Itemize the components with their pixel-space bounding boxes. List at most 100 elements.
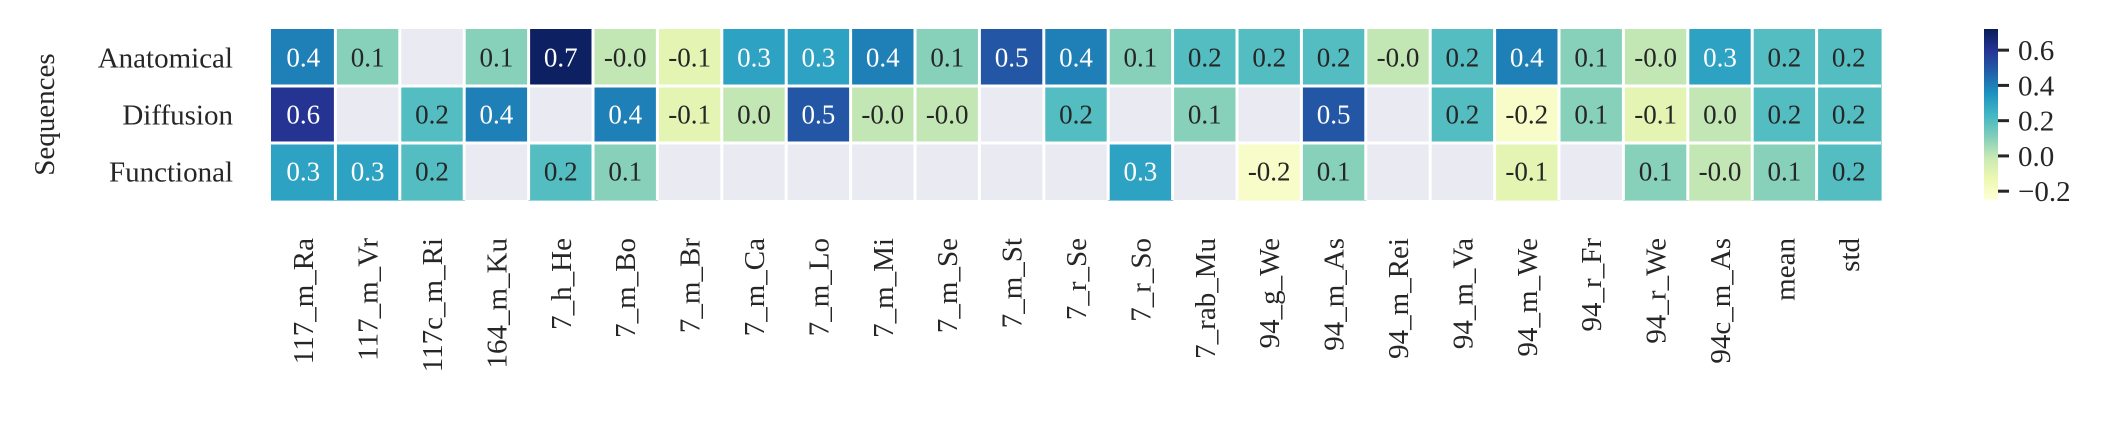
cell-label: 0.1	[1639, 157, 1673, 187]
column-label: mean	[1769, 238, 1801, 301]
heatmap-cell	[1301, 29, 1367, 87]
cell-label: 0.3	[1703, 43, 1737, 73]
heatmap-cell	[593, 29, 658, 87]
heatmap-cell	[1687, 86, 1753, 144]
heatmap-cell	[1172, 86, 1238, 144]
heatmap-cell	[464, 29, 530, 87]
column-label: 117c_m_Ri	[417, 238, 449, 372]
column-label: 7_m_Ca	[739, 238, 771, 336]
cell-label: 0.1	[1317, 157, 1351, 187]
column-label: 164_m_Ku	[481, 238, 513, 369]
heatmap-cell	[593, 143, 658, 201]
column-label: 7_r_So	[1125, 238, 1157, 322]
cell-label: 0.6	[286, 100, 320, 130]
cell-label: 0.5	[1317, 100, 1351, 130]
cell-label: 0.1	[1188, 100, 1222, 130]
column-label: 94_m_Rei	[1383, 238, 1415, 359]
row-label: Diffusion	[122, 100, 233, 132]
cell-label: 0.2	[1832, 157, 1866, 187]
heatmap-cell	[721, 29, 787, 87]
cell-label: 0.3	[286, 157, 320, 187]
cell-label: -0.1	[668, 100, 711, 130]
column-label: 117_m_Vr	[353, 238, 385, 361]
column-label: 94_r_We	[1641, 238, 1673, 344]
heatmap-cell	[979, 29, 1045, 87]
heatmap-cell	[786, 29, 852, 87]
heatmap-cell	[399, 86, 465, 144]
cell-label: 0.2	[1252, 43, 1286, 73]
heatmap-cell	[528, 29, 594, 87]
column-label: 7_m_Br	[675, 238, 707, 333]
heatmap-cell	[657, 86, 723, 144]
cell-label: 0.1	[351, 43, 385, 73]
cell-label: -0.0	[926, 100, 969, 130]
cell-label: 0.2	[1188, 43, 1222, 73]
cell-label: 0.4	[286, 43, 320, 73]
heatmap-cells	[271, 29, 1882, 201]
heatmap-cell	[1494, 29, 1560, 87]
column-label: 7_r_Se	[1061, 238, 1093, 320]
cell-label: 0.2	[544, 157, 578, 187]
cell-label: 0.1	[608, 157, 642, 187]
cell-label: 0.5	[995, 43, 1029, 73]
cell-label: 0.1	[1574, 43, 1608, 73]
heatmap-cell	[1494, 143, 1560, 201]
column-label: 7_m_Mi	[868, 238, 900, 338]
grid-lines	[271, 29, 1881, 200]
cell-label: 0.2	[415, 100, 449, 130]
heatmap-cell	[335, 143, 401, 201]
heatmap-cell	[1623, 143, 1689, 201]
heatmap-cell	[850, 29, 916, 87]
cell-label: -0.0	[604, 43, 647, 73]
heatmap-cell	[1816, 143, 1882, 201]
heatmap-cell	[271, 86, 336, 144]
heatmap-cell	[1623, 86, 1689, 144]
cell-label: 0.3	[351, 157, 385, 187]
colorbar: 0.60.4 0.20.0−0.2	[1984, 29, 2071, 208]
heatmap-cell	[271, 143, 336, 201]
cell-label: -0.0	[861, 100, 904, 130]
heatmap-cell	[657, 29, 723, 87]
cell-label: 0.3	[737, 43, 771, 73]
cell-label: 0.1	[1124, 43, 1158, 73]
heatmap-cell	[1816, 29, 1882, 87]
heatmap-cell	[1043, 86, 1109, 144]
column-label: std	[1834, 238, 1866, 272]
heatmap-cell	[1237, 143, 1302, 201]
cell-label: 0.2	[1832, 100, 1866, 130]
cell-label: 0.1	[480, 43, 514, 73]
cell-label: 0.2	[1317, 43, 1351, 73]
cell-label: 0.2	[1832, 43, 1866, 73]
cell-label: -0.2	[1505, 100, 1548, 130]
heatmap-cell	[915, 86, 980, 144]
row-label: Anatomical	[98, 43, 233, 75]
heatmap-cell	[399, 143, 465, 201]
heatmap-cell	[721, 86, 787, 144]
column-label: 7_m_Lo	[803, 238, 835, 336]
heatmap-cell	[1430, 86, 1496, 144]
cell-label: 0.2	[1059, 100, 1093, 130]
colorbar-tick-label: 0.0	[2018, 141, 2054, 173]
cell-label: 0.4	[480, 100, 514, 130]
heatmap-cell	[1687, 29, 1753, 87]
cell-label: 0.4	[1510, 43, 1544, 73]
cell-label: 0.1	[1768, 157, 1802, 187]
column-label: 7_rab_Mu	[1190, 238, 1222, 359]
column-labels: 117_m_Ra 117_m_Vr 117c_m_Ri 164_m_Ku 7_h_He 7…	[288, 238, 1866, 373]
cell-label: 0.0	[737, 100, 771, 130]
heatmap-cell	[1687, 143, 1753, 201]
heatmap-cell	[1301, 143, 1367, 201]
colorbar-tick-label: −0.2	[2018, 176, 2071, 208]
heatmap-cell	[1816, 86, 1882, 144]
cell-label: 0.3	[802, 43, 836, 73]
column-label: 94c_m_As	[1705, 238, 1737, 364]
column-label: 94_m_We	[1512, 238, 1544, 356]
heatmap-cell	[1237, 29, 1302, 87]
heatmap-cell	[1365, 29, 1431, 87]
cell-label: 0.2	[1768, 100, 1802, 130]
y-axis-label: Sequences	[29, 53, 61, 175]
heatmap-cell	[593, 86, 658, 144]
column-label: 94_r_Fr	[1576, 238, 1608, 332]
heatmap-cell	[850, 86, 916, 144]
